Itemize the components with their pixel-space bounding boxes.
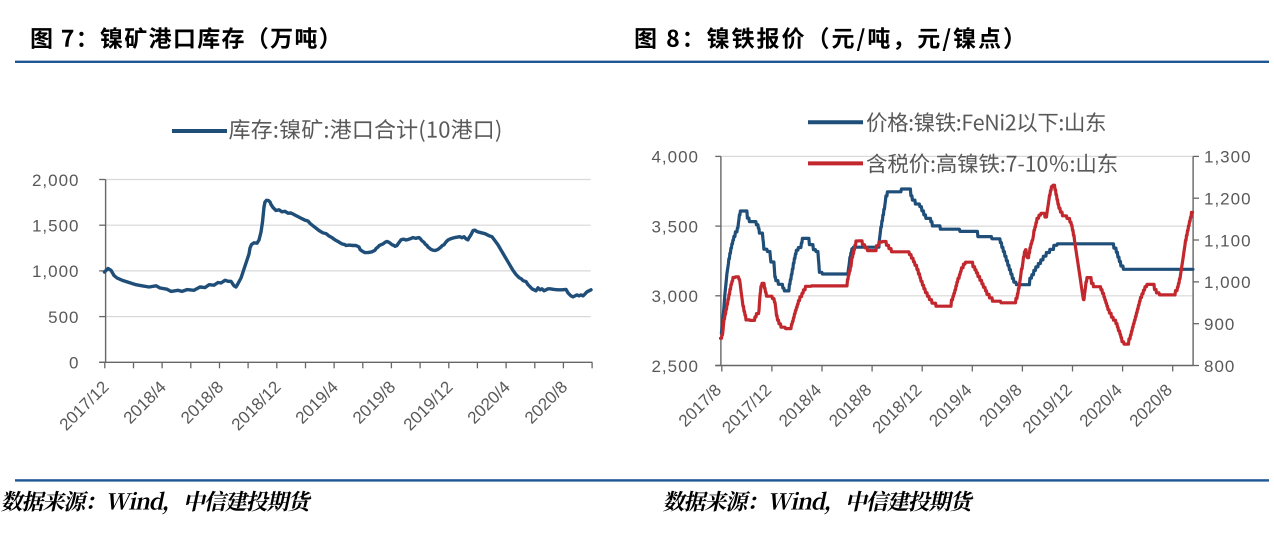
svg-text:3,500: 3,500: [651, 217, 699, 236]
svg-text:500: 500: [48, 308, 79, 327]
svg-text:3,000: 3,000: [651, 287, 699, 306]
svg-text:900: 900: [1204, 315, 1235, 334]
svg-text:1,300: 1,300: [1204, 148, 1252, 167]
svg-text:1,000: 1,000: [32, 262, 80, 281]
svg-text:4,000: 4,000: [651, 148, 699, 167]
svg-text:1,000: 1,000: [1204, 273, 1252, 292]
svg-text:1,500: 1,500: [32, 217, 80, 236]
svg-text:0: 0: [69, 354, 79, 373]
svg-text:2,500: 2,500: [651, 357, 699, 376]
svg-text:1,200: 1,200: [1204, 190, 1252, 209]
svg-text:800: 800: [1204, 357, 1235, 376]
svg-text:2,000: 2,000: [32, 171, 80, 190]
svg-text:1,100: 1,100: [1204, 231, 1252, 250]
